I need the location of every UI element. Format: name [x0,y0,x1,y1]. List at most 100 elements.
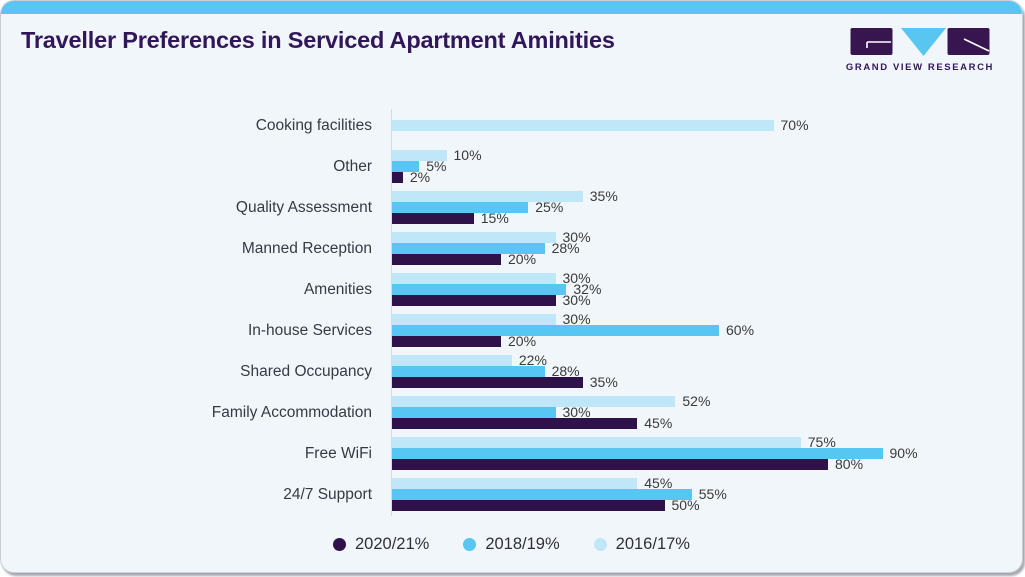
category-label: Family Accommodation [211,403,372,421]
chart-row: Free WiFi 75% 90% 80% [1,433,1022,474]
bar-line: 52% [392,393,711,409]
bar-202021 [392,295,556,306]
bar-line: 45% [392,415,710,431]
bar-group: 22% 28% 35% [392,352,618,390]
bar-group: 30% 60% 20% [392,311,755,348]
chart-axis-line [391,109,392,516]
value-label: 15% [480,210,509,226]
chart-legend: 2020/21% 2018/19% 2016/17% [1,535,1022,554]
bar-line: 30% [392,271,601,285]
category-label: Shared Occupancy [240,362,372,380]
bar-201617 [392,396,676,407]
value-label: 80% [835,456,864,472]
value-label: 28% [551,363,580,379]
logo-wordmark: GRAND VIEW RESEARCH [845,62,994,73]
value-label: 52% [682,393,711,409]
category-label: Cooking facilities [255,116,372,134]
bar-line: 45% [392,476,727,490]
bar-line: 5% [392,159,482,173]
legend-dot-icon [593,538,607,551]
value-label: 30% [562,404,591,420]
value-label: 28% [551,240,580,256]
value-label: 22% [518,352,547,368]
bar-line: 30% [392,311,754,327]
bar-202021 [392,418,638,429]
chart-row: In-house Services 30% 60% 20% [1,310,1022,351]
legend-item: 2016/17% [593,535,690,554]
bar-201617 [392,191,583,202]
value-label: 55% [698,486,727,502]
value-label: 2% [409,169,431,185]
bar-line: 15% [392,210,618,226]
bar-201819 [392,448,883,459]
value-label: 20% [508,251,537,267]
value-label: 30% [562,311,591,327]
bar-201819 [392,202,529,213]
value-label: 30% [562,292,591,308]
header: Traveller Preferences in Serviced Apartm… [1,14,1022,73]
bar-202021 [392,213,474,224]
legend-label: 2018/19% [485,535,560,553]
legend-label: 2020/21% [355,535,430,553]
bar-201819 [392,284,567,295]
category-label: Other [333,157,372,175]
value-label: 60% [726,322,755,338]
bar-line: 2% [392,169,482,185]
chart-row: Manned Reception 30% 28% 20% [1,228,1022,269]
value-label: 10% [453,147,482,163]
value-label: 30% [562,229,591,245]
bar-201819 [392,161,420,172]
bar-201617 [392,150,447,161]
bar-line: 60% [392,322,755,338]
bar-201819 [392,243,545,254]
bar-201617 [392,478,638,489]
bar-line: 90% [392,445,918,461]
value-label: 90% [889,445,918,461]
value-label: 25% [535,199,564,215]
legend-dot-icon [333,538,346,551]
category-label: Manned Reception [241,239,372,257]
legend-item: 2020/21% [333,535,429,554]
bar-line: 30% [392,229,591,245]
bar-group: 10% 5% 2% [392,147,482,185]
chart-row: Quality Assessment 35% 25% 15% [1,187,1022,228]
bar-line: 28% [392,240,591,256]
value-label: 50% [671,497,700,513]
bar-201617 [392,355,512,366]
bar-202021 [392,500,665,511]
bar-line: 25% [392,199,618,215]
bar-line: 35% [392,374,618,390]
chart-row: Family Accommodation 52% 30% 45% [1,392,1022,433]
bar-201617 [392,437,801,448]
category-label: 24/7 Support [283,485,372,503]
value-label: 32% [573,281,602,297]
value-label: 35% [589,188,618,204]
bar-202021 [392,254,501,265]
bar-line: 10% [392,147,482,163]
bar-line: 35% [392,188,618,204]
bar-group: 70% [392,118,809,132]
bar-line: 32% [392,281,602,297]
category-label: Free WiFi [304,444,372,462]
bar-line: 50% [392,497,727,513]
bar-202021 [392,377,583,388]
bar-201617 [392,232,556,243]
legend-dot-icon [463,538,477,551]
legend-item: 2018/19% [463,535,560,554]
chart-row: Shared Occupancy 22% 28% 35% [1,351,1022,392]
chart-row: Amenities 30% 32% 30% [1,269,1022,310]
bar-group: 52% 30% 45% [392,393,711,431]
chart-row: Cooking facilities 70% [1,105,1022,146]
value-label: 45% [644,415,673,431]
category-label: Quality Assessment [235,198,372,216]
bar-line: 75% [392,435,918,449]
bar-201819 [392,407,556,418]
bar-201819 [392,325,719,336]
value-label: 35% [589,374,618,390]
bar-202021 [392,172,403,183]
category-label: Amenities [303,280,372,298]
bar-line: 80% [392,456,918,472]
bar-line: 70% [392,118,809,132]
bar-chart: Cooking facilities 70% Other 10% 5% 2% Quality… [1,105,1022,516]
